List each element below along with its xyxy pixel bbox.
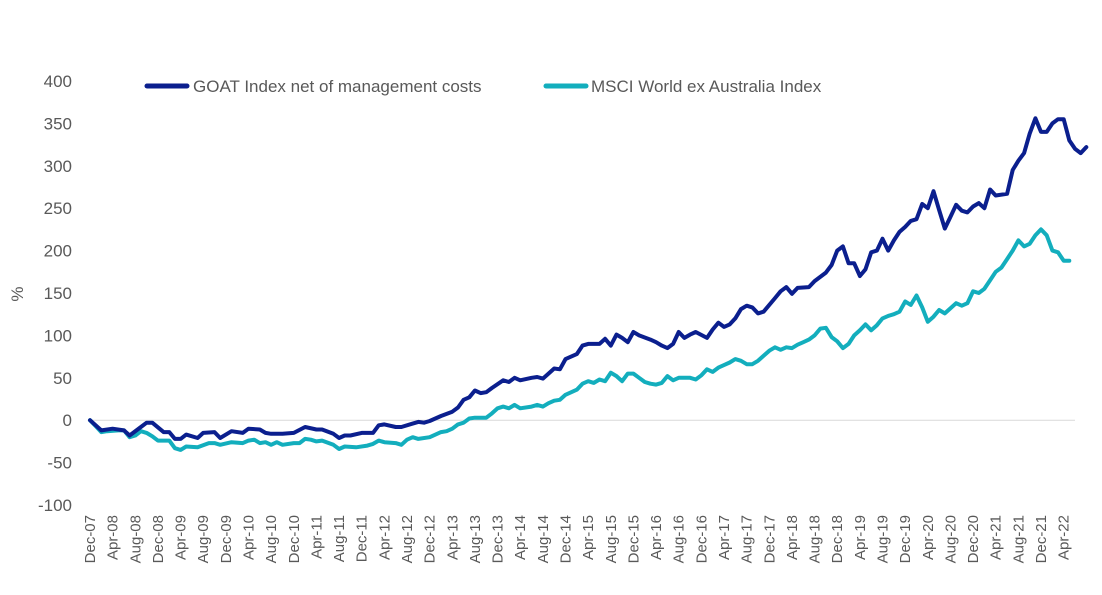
y-tick-label: 400	[44, 72, 72, 91]
y-tick-label: 350	[44, 114, 72, 133]
series-lines	[88, 116, 1089, 452]
x-tick-label: Aug-14	[535, 515, 552, 563]
x-tick-label: Dec-13	[490, 515, 507, 563]
x-tick-label: Aug-20	[942, 515, 959, 563]
x-tick-label: Dec-17	[761, 515, 778, 563]
x-tick-label: Aug-08	[127, 515, 144, 563]
x-tick-label: Aug-21	[1010, 515, 1027, 563]
x-tick-label: Dec-19	[897, 515, 914, 563]
x-tick-label: Aug-10	[263, 515, 280, 563]
x-tick-label: Aug-15	[603, 515, 620, 563]
y-tick-label: -50	[47, 454, 72, 473]
x-tick-label: Dec-07	[82, 515, 99, 563]
x-tick-label: Apr-18	[784, 515, 801, 560]
x-tick-label: Apr-10	[241, 515, 258, 560]
legend-label-msci: MSCI World ex Australia Index	[591, 77, 822, 96]
y-tick-label: 0	[63, 411, 72, 430]
x-tick-label: Dec-09	[218, 515, 235, 563]
legend: GOAT Index net of management costs MSCI …	[144, 77, 822, 96]
x-tick-label: Aug-16	[671, 515, 688, 563]
x-tick-label: Dec-21	[1033, 515, 1050, 563]
x-tick-label: Aug-17	[739, 515, 756, 563]
x-tick-label: Apr-19	[852, 515, 869, 560]
x-tick-label: Apr-13	[444, 515, 461, 560]
x-tick-label: Apr-22	[1056, 515, 1073, 560]
x-tick-label: Apr-12	[376, 515, 393, 560]
x-tick-label: Aug-09	[195, 515, 212, 563]
y-tick-label: 250	[44, 199, 72, 218]
x-tick-label: Aug-18	[807, 515, 824, 563]
x-tick-label: Dec-18	[829, 515, 846, 563]
x-tick-label: Dec-11	[354, 515, 371, 562]
x-tick-label: Aug-19	[875, 515, 892, 563]
x-tick-label: Apr-08	[105, 515, 122, 560]
y-tick-label: 300	[44, 157, 72, 176]
x-tick-label: Dec-08	[150, 515, 167, 563]
series-line-goat	[88, 116, 1089, 441]
x-tick-label: Dec-14	[558, 515, 575, 563]
x-tick-label: Apr-16	[648, 515, 665, 560]
x-tick-label: Dec-10	[286, 515, 303, 563]
x-tick-label: Apr-17	[716, 515, 733, 560]
x-tick-labels: Dec-07 Apr-08 Aug-08 Dec-08 Apr-09 Aug-09 Dec-…	[82, 515, 1073, 563]
y-tick-label: 100	[44, 326, 72, 345]
x-tick-label: Dec-20	[965, 515, 982, 563]
x-tick-label: Dec-16	[693, 515, 710, 563]
legend-label-goat: GOAT Index net of management costs	[193, 77, 482, 96]
x-tick-label: Apr-21	[988, 515, 1005, 560]
y-axis-label: %	[8, 286, 27, 301]
x-tick-label: Apr-11	[308, 515, 325, 559]
x-tick-label: Dec-12	[422, 515, 439, 563]
y-tick-label: 50	[53, 369, 72, 388]
y-tick-label: 200	[44, 242, 72, 261]
x-tick-label: Apr-15	[580, 515, 597, 560]
y-tick-labels: -100 -50 0 50 100 150 200 250 300 350 400	[38, 72, 72, 515]
y-tick-label: 150	[44, 284, 72, 303]
x-tick-label: Apr-09	[173, 515, 190, 560]
x-tick-label: Aug-13	[467, 515, 484, 563]
x-tick-label: Aug-12	[399, 515, 416, 563]
x-tick-label: Dec-15	[625, 515, 642, 563]
x-tick-label: Apr-14	[512, 515, 529, 560]
x-tick-label: Apr-20	[920, 515, 937, 560]
y-tick-label: -100	[38, 496, 72, 515]
x-tick-label: Aug-11	[331, 515, 348, 562]
series-line-msci	[88, 227, 1072, 452]
